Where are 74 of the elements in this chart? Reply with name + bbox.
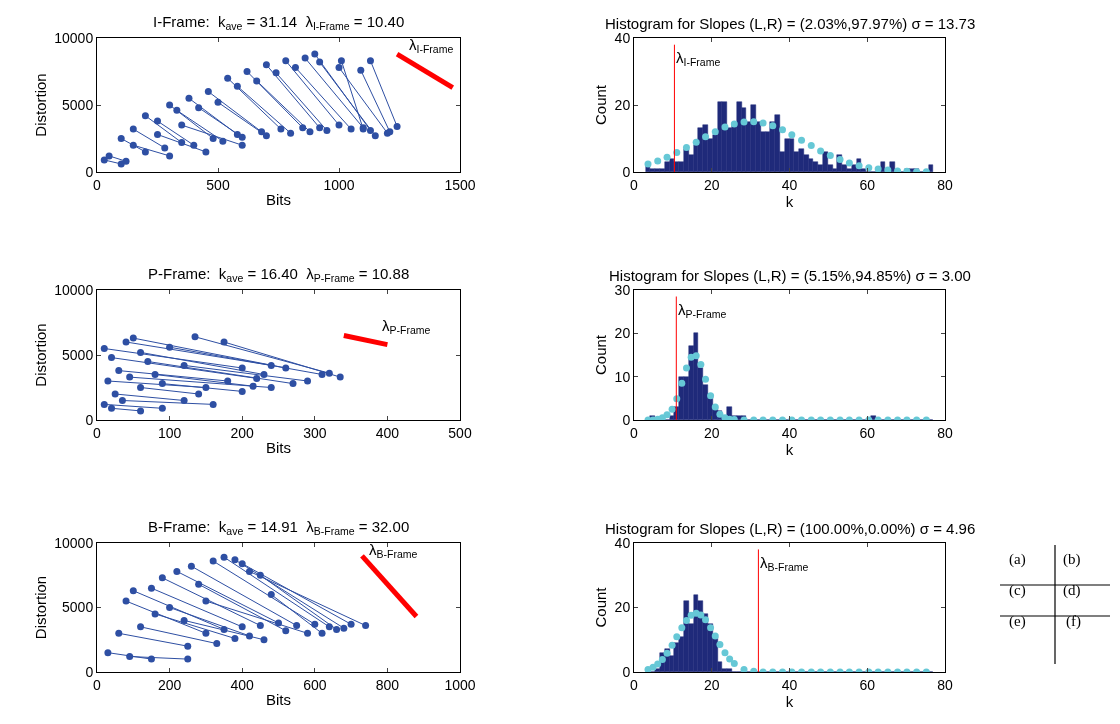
annotation: λ$_{B-Frame}$ — [369, 541, 418, 561]
y-tick-label: 5000 — [62, 346, 94, 363]
y-tick-label: 0 — [85, 163, 94, 180]
x-tick-label: 800 — [375, 676, 400, 693]
y-tick-label: 0 — [85, 411, 94, 428]
x-tick-label: 80 — [937, 176, 953, 193]
y-axis-title: Distortion — [31, 73, 49, 137]
y-tick-label: 0 — [622, 411, 631, 428]
y-tick-label: 5000 — [62, 96, 94, 113]
y-axis-title: Count — [591, 586, 609, 628]
x-tick-label: 500 — [448, 424, 472, 441]
x-tick-label: 80 — [937, 424, 953, 441]
x-tick-label: 40 — [781, 676, 798, 693]
x-tick-label: 200 — [157, 676, 182, 693]
x-axis-title: Bits — [265, 690, 292, 708]
text: (d) — [1063, 582, 1081, 599]
y-tick-label: 10000 — [54, 281, 94, 298]
x-tick-label: 60 — [859, 676, 876, 693]
chart-title: B-Frame: k$_{ave}$ = 14.91 λ$_{B-Frame}$ = 32.00 — [148, 518, 410, 538]
chart-title: Histogram for Slopes (L,R) = (2.03%,97.97%) σ = 13.73 — [605, 15, 976, 32]
y-tick-label: 10000 — [54, 29, 94, 46]
y-tick-label: 20 — [614, 96, 631, 113]
x-axis-title: k — [785, 692, 794, 710]
ref-line-label: λ$_{P-Frame}$ — [678, 301, 727, 321]
x-tick-label: 40 — [781, 176, 798, 193]
x-tick-label: 600 — [303, 676, 327, 693]
y-axis-title: Count — [591, 84, 609, 126]
y-axis-title: Distortion — [31, 575, 49, 640]
ref-line-label: λ$_{I-Frame}$ — [676, 49, 721, 69]
annotation: λ$_{P-Frame}$ — [382, 317, 431, 337]
y-axis-title: Count — [591, 334, 609, 376]
x-tick-label: 1500 — [444, 176, 476, 193]
y-tick-label: 0 — [85, 663, 94, 680]
x-tick-label: 1000 — [444, 676, 476, 693]
y-axis-title: Distortion — [31, 323, 49, 387]
x-tick-label: 40 — [781, 424, 798, 441]
x-tick-label: 80 — [937, 676, 953, 693]
x-tick-label: 400 — [375, 424, 400, 441]
x-axis-title: Bits — [265, 190, 292, 208]
chart-title: Histogram for Slopes (L,R) = (5.15%,94.85%) σ = 3.00 — [609, 267, 971, 284]
y-tick-label: 20 — [614, 599, 631, 616]
chart-title: Histogram for Slopes (L,R) = (100.00%,0.00%) σ = 4.96 — [605, 520, 976, 537]
y-tick-label: 30 — [614, 281, 631, 298]
x-tick-label: 200 — [230, 424, 255, 441]
y-tick-label: 20 — [614, 325, 631, 342]
x-tick-label: 20 — [703, 424, 720, 441]
text: (a) — [1009, 551, 1026, 568]
chart-title: P-Frame: k$_{ave}$ = 16.40 λ$_{P-Frame}$ = 10.88 — [148, 265, 410, 285]
y-tick-label: 0 — [622, 663, 631, 680]
annotation: λ$_{I-Frame}$ — [409, 36, 454, 56]
chart-title: I-Frame: k$_{ave}$ = 31.14 λ$_{I-Frame}$ = 10.40 — [153, 13, 405, 33]
text: (f) — [1066, 613, 1081, 630]
y-tick-label: 10 — [614, 368, 631, 385]
text: (c) — [1009, 582, 1026, 599]
y-tick-label: 10000 — [54, 534, 94, 551]
y-tick-label: 40 — [614, 29, 631, 46]
x-tick-label: 500 — [206, 176, 230, 193]
ref-line-label: λ$_{B-Frame}$ — [760, 554, 809, 574]
x-tick-label: 300 — [303, 424, 327, 441]
text: (b) — [1063, 551, 1081, 568]
x-tick-label: 100 — [157, 424, 182, 441]
x-tick-label: 1000 — [323, 176, 355, 193]
x-axis-title: Bits — [265, 438, 292, 456]
x-axis-title: k — [785, 192, 794, 210]
text: (e) — [1009, 613, 1026, 630]
x-tick-label: 400 — [230, 676, 255, 693]
y-tick-label: 0 — [622, 163, 631, 180]
y-tick-label: 5000 — [62, 599, 94, 616]
x-tick-label: 60 — [859, 424, 876, 441]
y-tick-label: 40 — [614, 534, 631, 551]
x-tick-label: 20 — [703, 676, 720, 693]
x-tick-label: 60 — [859, 176, 876, 193]
x-tick-label: 20 — [703, 176, 720, 193]
x-axis-title: k — [785, 440, 794, 458]
